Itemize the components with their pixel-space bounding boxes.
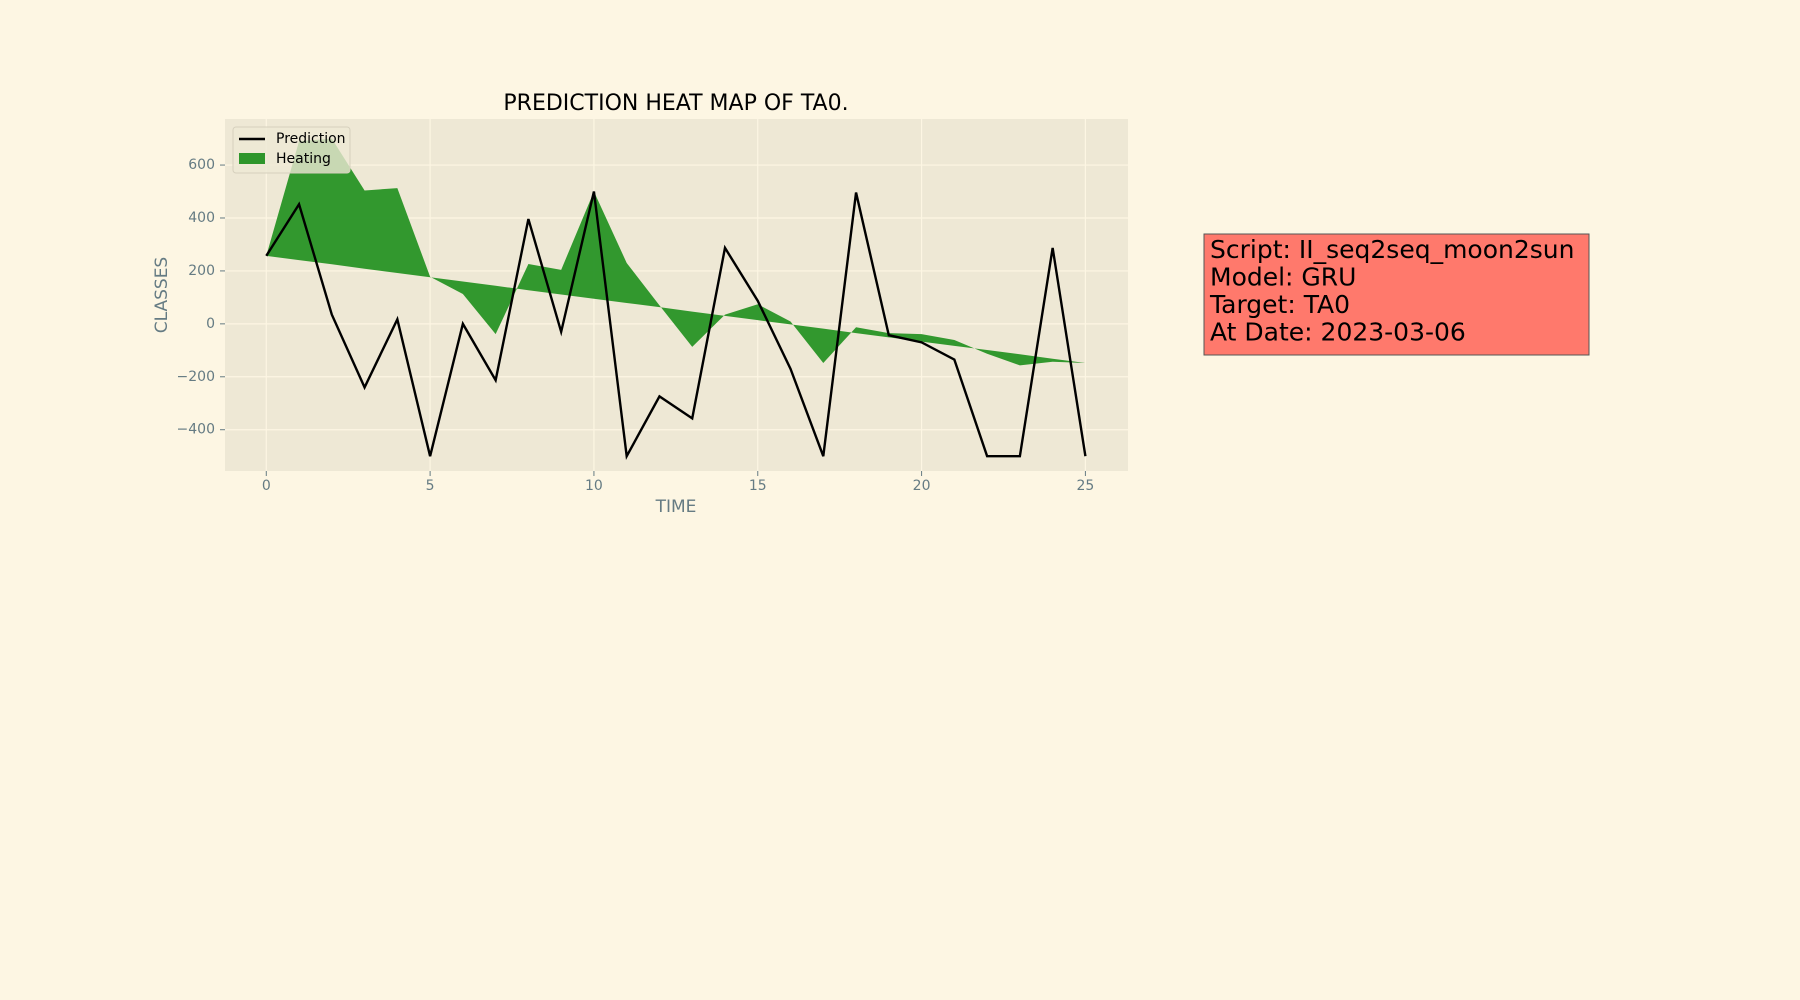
- y-tick-label: 400: [188, 210, 215, 226]
- x-tick-label: 20: [913, 478, 931, 494]
- x-tick-label: 25: [1076, 478, 1094, 494]
- legend-swatch: [239, 153, 265, 164]
- y-tick-label: −400: [177, 422, 215, 438]
- x-tick-label: 0: [262, 478, 271, 494]
- x-tick-label: 5: [426, 478, 435, 494]
- y-axis-label: CLASSES: [152, 257, 172, 333]
- annotation-line: Target: TA0: [1209, 290, 1350, 319]
- x-axis-label: TIME: [655, 497, 697, 517]
- legend-label: Prediction: [276, 131, 346, 147]
- x-tick-label: 10: [585, 478, 603, 494]
- annotation-line: Model: GRU: [1210, 263, 1356, 292]
- annotation-box: [1203, 233, 1590, 356]
- y-tick-label: 600: [188, 157, 215, 173]
- chart-title: PREDICTION HEAT MAP OF TA0.: [503, 91, 848, 116]
- y-tick-label: 0: [206, 316, 215, 332]
- annotation-line: Script: II_seq2seq_moon2sun: [1210, 235, 1575, 264]
- annotation-line: At Date: 2023-03-06: [1210, 318, 1466, 347]
- prediction-line: [265, 191, 1087, 461]
- x-tick-label: 15: [749, 478, 767, 494]
- y-tick-label: −200: [177, 369, 215, 385]
- heating-area: [266, 138, 1086, 366]
- legend-label: Heating: [276, 151, 331, 167]
- y-tick-label: 200: [188, 263, 215, 279]
- plot-area: [225, 119, 1128, 471]
